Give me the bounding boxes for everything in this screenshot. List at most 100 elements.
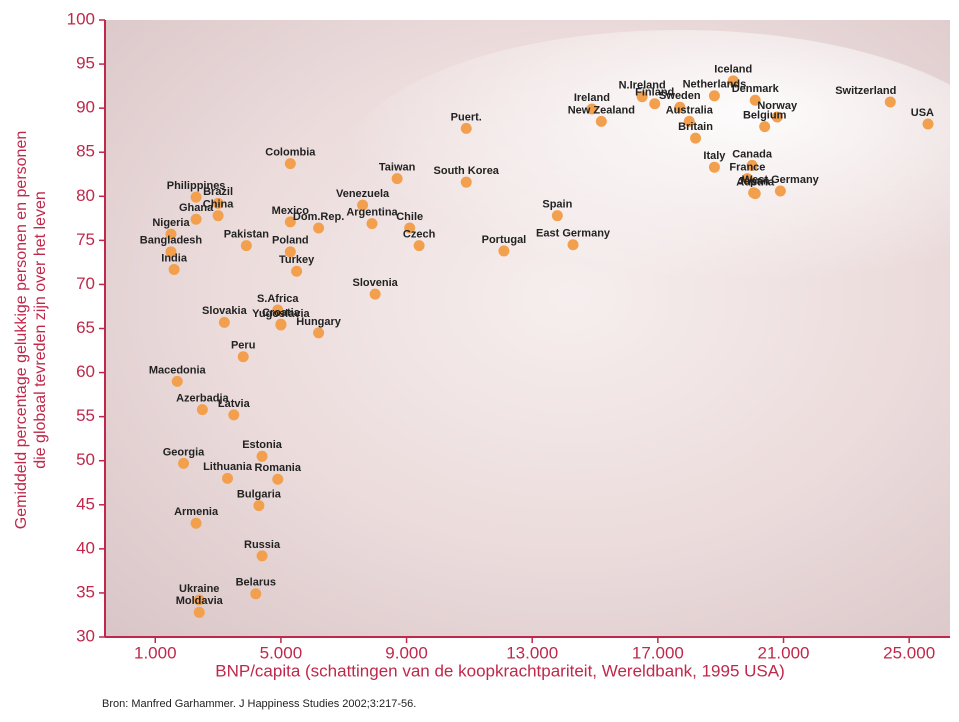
point-label: Georgia [163,446,205,458]
point [709,162,720,173]
x-axis-title: BNP/capita (schattingen van de koopkrach… [215,661,785,680]
point [750,188,761,199]
point [414,240,425,251]
point [172,376,183,387]
point-label: Slovenia [353,277,399,289]
point [219,317,230,328]
y-tick-label: 70 [76,274,95,293]
point-label: Venezuela [336,188,390,200]
point-label: Argentina [346,207,398,219]
point-label: Pakistan [224,229,270,241]
y-tick-label: 90 [76,98,95,117]
x-tick-label: 17.000 [632,643,684,662]
point [461,177,472,188]
source: Bron: Manfred Garhammer. J Happiness Stu… [102,698,416,710]
point-label: Spain [542,199,572,211]
point [552,210,563,221]
point-label: USA [911,107,934,119]
point [222,473,233,484]
point [690,133,701,144]
point-label: Dom.Rep. [293,211,344,223]
y-axis-title-line: Gemiddeld percentage gelukkige personen … [13,131,30,530]
point-label: Romania [255,462,302,474]
point [313,327,324,338]
y-tick-label: 30 [76,626,95,645]
point [367,218,378,229]
point-label: Moldavia [176,595,224,607]
point-label: Chile [396,211,423,223]
y-tick-label: 50 [76,450,95,469]
point-label: Portugal [482,234,527,246]
point-label: Czech [403,229,436,241]
y-tick-label: 60 [76,362,95,381]
point-label: Latvia [218,398,251,410]
point-label: Denmark [732,83,780,95]
y-tick-label: 85 [76,142,95,161]
y-tick-label: 45 [76,494,95,513]
point-label: China [203,199,234,211]
point [194,607,205,618]
point [285,158,296,169]
point-label: Canada [732,148,773,160]
point [191,518,202,529]
point-label: Russia [244,539,281,551]
point [275,319,286,330]
y-axis-title-line: die globaal tevreden zijn over het leven [32,191,49,469]
y-tick-label: 55 [76,406,95,425]
point-label: Sweden [659,90,701,102]
point [923,119,934,130]
y-tick-label: 75 [76,230,95,249]
point [191,214,202,225]
point [885,96,896,107]
point [568,239,579,250]
y-axis-title: Gemiddeld percentage gelukkige personen … [13,131,49,530]
point-label: Bangladesh [140,235,203,247]
y-tick-label: 35 [76,582,95,601]
point [461,123,472,134]
point-label: Turkey [279,254,315,266]
point [596,116,607,127]
point-label: Armenia [174,506,219,518]
y-tick-label: 80 [76,186,95,205]
point-label: Hungary [296,316,342,328]
point-label: Taiwan [379,162,416,174]
point [257,550,268,561]
x-tick-label: 5.000 [260,643,303,662]
y-tick-label: 40 [76,538,95,557]
point-label: Nigeria [152,217,190,229]
point-label: Brazil [203,186,233,198]
point [498,245,509,256]
point-label: Belarus [236,577,276,589]
point-label: France [729,162,765,174]
point [709,90,720,101]
point-label: Macedonia [149,364,207,376]
point [392,173,403,184]
point [241,240,252,251]
point-label: India [161,252,188,264]
point-label: Poland [272,235,309,247]
point-label: Colombia [265,147,316,159]
point [213,210,224,221]
chart: Gemiddeld percentage gelukkige personen … [0,0,959,717]
point [178,458,189,469]
point [291,266,302,277]
point [238,351,249,362]
point-label: East Germany [536,228,611,240]
x-tick-label: 25.000 [883,643,935,662]
point-label: Italy [703,150,726,162]
point-label: Ukraine [179,583,219,595]
point [313,223,324,234]
y-tick-label: 65 [76,318,95,337]
point-label: Iceland [714,64,752,76]
x-tick-label: 21.000 [758,643,810,662]
point-label: Belgium [743,110,787,122]
point-label: Lithuania [203,461,253,473]
point [272,474,283,485]
point [228,409,239,420]
point-label: Slovakia [202,305,248,317]
point-label: Britain [678,121,713,133]
point [253,500,264,511]
point-label: New Zealand [568,104,635,116]
point-label: Switzerland [835,85,896,97]
point-label: South Korea [434,165,500,177]
